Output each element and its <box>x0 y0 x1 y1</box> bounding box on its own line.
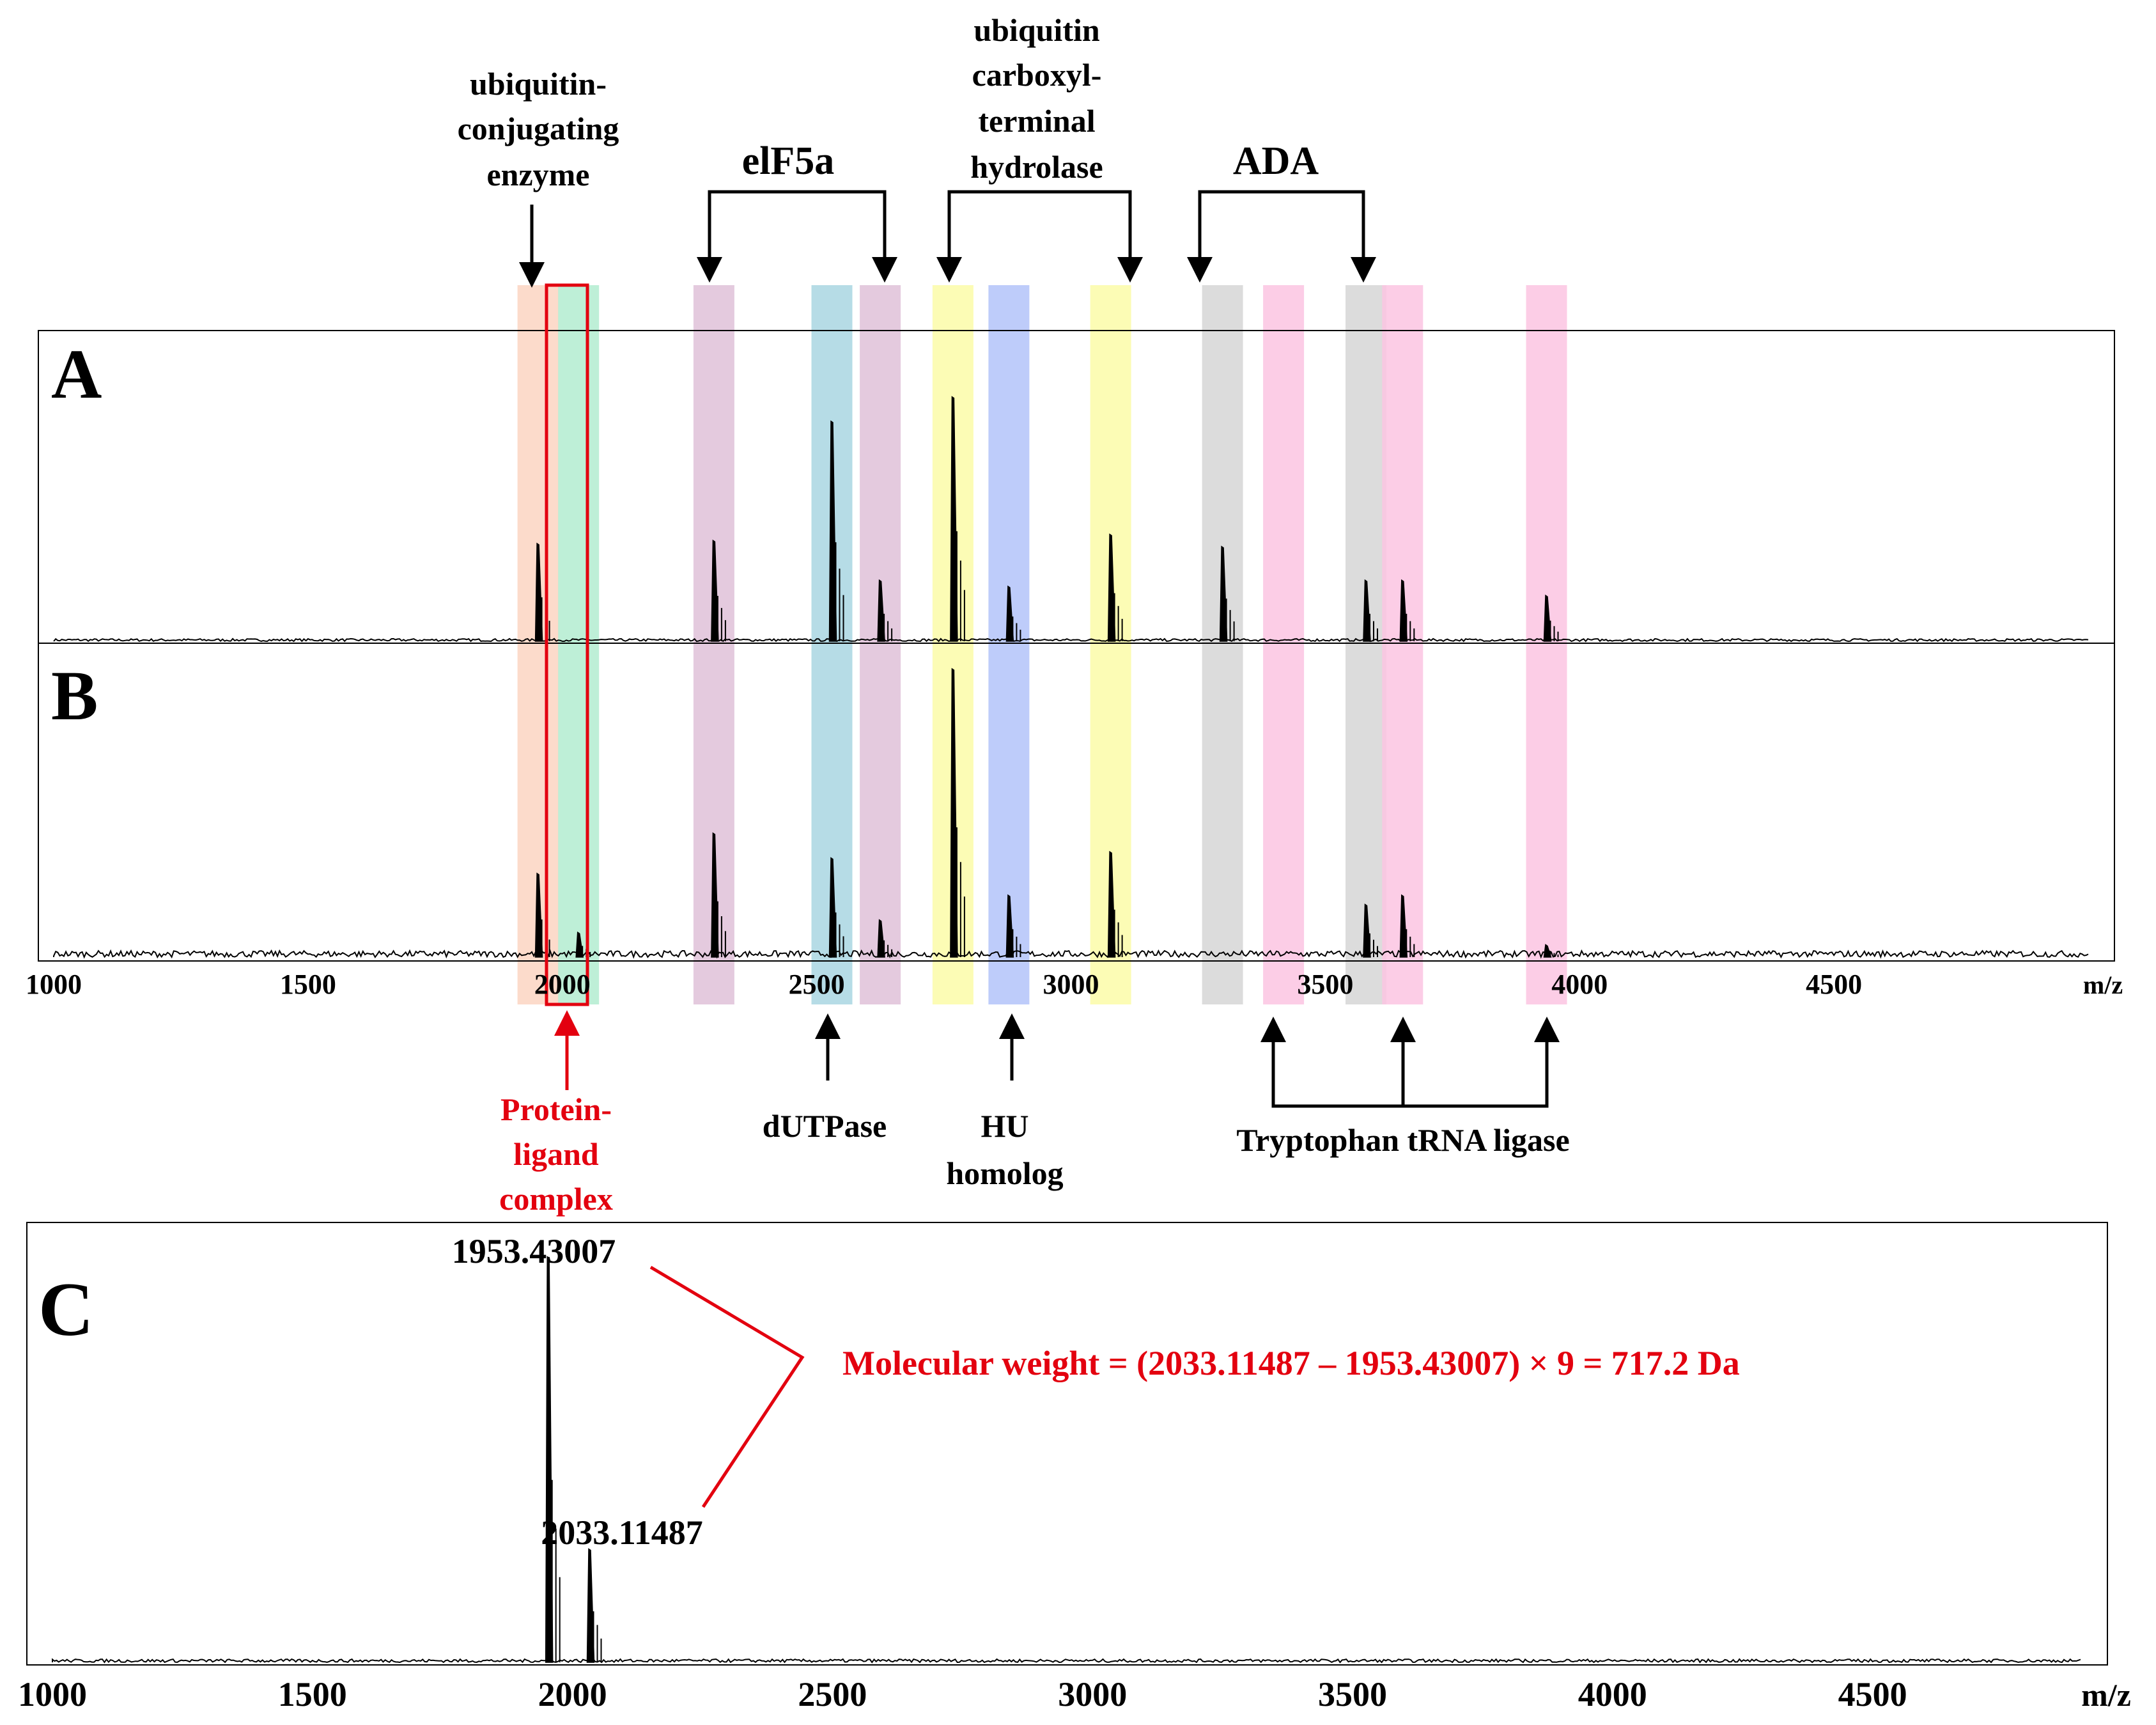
uch-label-1: ubiquitin <box>973 12 1100 48</box>
spectrum-peak <box>950 667 958 958</box>
annotation-ada: ADA <box>1187 139 1376 283</box>
annotation-ubc: ubiquitin- conjugating enzyme <box>458 66 619 288</box>
baseline-noise <box>52 1658 2081 1664</box>
spectrum-peak <box>534 872 543 958</box>
spectrum-b <box>53 667 2089 959</box>
plc-label-2: ligand <box>513 1136 599 1172</box>
x-axis-c-unit: m/z <box>2081 1677 2131 1713</box>
baseline-noise <box>53 637 2089 643</box>
highlight-band <box>1263 285 1305 1004</box>
spectrum-peak <box>877 919 885 958</box>
spectrum-peak <box>1543 594 1552 642</box>
spectrum-peak <box>877 579 885 642</box>
spectrum-peak <box>828 420 837 642</box>
highlight-band <box>558 285 600 1004</box>
spectrum-peak <box>545 1256 554 1663</box>
x-axis-b: 1000 1500 2000 2500 3000 3500 4000 4500 <box>26 969 1862 1000</box>
ubc-label-3: enzyme <box>486 157 589 192</box>
highlight-band <box>1382 285 1423 1004</box>
x-tick-label: 1500 <box>280 969 336 1000</box>
x-axis-c: 1000 1500 2000 2500 3000 3500 4000 4500 <box>18 1675 1907 1713</box>
hu-label-2: homolog <box>946 1155 1063 1191</box>
ada-bracket <box>1198 190 1365 253</box>
spectrum-c <box>52 1256 2081 1664</box>
x-tick-label: 4000 <box>1578 1675 1647 1713</box>
baseline-noise <box>53 949 2089 959</box>
annotation-plc: Protein- ligand complex <box>499 1010 613 1217</box>
x-tick-label: 3500 <box>1297 969 1353 1000</box>
spectrum-peak <box>534 542 543 642</box>
x-tick-label: 2500 <box>789 969 845 1000</box>
highlight-band <box>1346 285 1386 1004</box>
spectrum-peak <box>575 931 584 958</box>
x-tick-label: 3000 <box>1058 1675 1127 1713</box>
spectrum-peak <box>1107 533 1116 642</box>
spectrum-peak <box>1399 579 1408 642</box>
hu-label-1: HU <box>981 1108 1029 1144</box>
spectrum-peak <box>1005 894 1014 958</box>
uch-label-3: terminal <box>978 103 1095 139</box>
spectrum-peak <box>1543 944 1552 958</box>
trp-label: Tryptophan tRNA ligase <box>1236 1122 1569 1158</box>
annotation-eif5a: elF5a <box>697 139 897 283</box>
panel-c-frame <box>26 1222 2108 1666</box>
mw-connector <box>649 1265 805 1508</box>
dutpase-label: dUTPase <box>763 1108 887 1144</box>
spectrum-peak <box>1363 903 1371 958</box>
spectrum-peak <box>950 396 958 642</box>
highlight-band <box>1526 285 1567 1004</box>
x-axis-b-unit: m/z <box>2083 971 2123 999</box>
spectrum-peak <box>828 857 837 958</box>
annotation-dutpase: dUTPase <box>763 1013 887 1144</box>
panel-label-a: A <box>51 335 102 413</box>
x-tick-label: 4500 <box>1838 1675 1907 1713</box>
spectrum-peak <box>711 832 719 958</box>
uch-bracket <box>947 190 1132 253</box>
uch-label-4: hydrolase <box>970 149 1103 185</box>
x-tick-label: 3000 <box>1043 969 1099 1000</box>
highlight-bands <box>517 285 1567 1004</box>
x-tick-label: 2000 <box>534 969 591 1000</box>
protein-ligand-box <box>545 283 589 1006</box>
x-tick-label: 1500 <box>278 1675 347 1713</box>
annotation-uch: ubiquitin carboxyl- terminal hydrolase <box>936 12 1143 283</box>
panel-label-b: B <box>51 657 98 735</box>
x-tick-label: 3500 <box>1318 1675 1387 1713</box>
spectrum-peak <box>586 1548 595 1663</box>
panel-ab-frame <box>38 330 2115 962</box>
spectrum-peak <box>1219 545 1228 642</box>
x-tick-label: 1000 <box>26 969 82 1000</box>
highlight-band <box>860 285 901 1004</box>
plc-label-3: complex <box>499 1181 613 1217</box>
spectrum-peak <box>1107 850 1116 958</box>
highlight-band <box>988 285 1030 1004</box>
x-tick-label: 4500 <box>1806 969 1862 1000</box>
ubc-label-2: conjugating <box>458 111 619 146</box>
mw-formula: Molecular weight = (2033.11487 – 1953.43… <box>842 1344 1740 1382</box>
spectrum-a <box>53 396 2089 643</box>
peak-1-label: 1953.43007 <box>452 1232 616 1270</box>
eif5a-label: elF5a <box>742 139 835 183</box>
trp-bracket <box>1271 1026 1549 1108</box>
uch-label-2: carboxyl- <box>972 57 1102 93</box>
spectrum-peak <box>1363 579 1371 642</box>
x-tick-label: 4000 <box>1551 969 1608 1000</box>
plc-label-1: Protein- <box>500 1091 612 1127</box>
panel-label-c: C <box>38 1267 94 1352</box>
ubc-label-1: ubiquitin- <box>470 66 607 102</box>
x-tick-label: 2500 <box>798 1675 867 1713</box>
ada-label: ADA <box>1233 139 1319 183</box>
eif5a-bracket <box>708 190 887 253</box>
spectrum-peak <box>1005 585 1014 642</box>
spectrum-peak <box>1399 894 1408 958</box>
x-tick-label: 1000 <box>18 1675 87 1713</box>
spectrum-peak <box>711 539 719 642</box>
annotation-trp-ligase: Tryptophan tRNA ligase <box>1236 1017 1570 1158</box>
peak-2-label: 2033.11487 <box>541 1513 703 1552</box>
highlight-band <box>1202 285 1243 1004</box>
annotation-hu: HU homolog <box>946 1013 1064 1191</box>
x-tick-label: 2000 <box>538 1675 607 1713</box>
